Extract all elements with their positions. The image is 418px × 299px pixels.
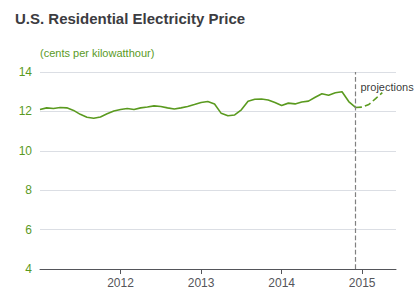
svg-text:2015: 2015 [349,276,376,290]
svg-text:(cents per kilowatthour): (cents per kilowatthour) [40,47,154,59]
svg-text:2013: 2013 [188,276,215,290]
svg-text:12: 12 [19,104,33,118]
svg-text:4: 4 [25,262,32,276]
svg-text:8: 8 [25,183,32,197]
svg-text:10: 10 [19,144,33,158]
svg-text:projections: projections [360,81,414,93]
svg-text:U.S. Residential Electricity P: U.S. Residential Electricity Price [15,10,245,27]
svg-text:6: 6 [25,223,32,237]
svg-text:2014: 2014 [268,276,295,290]
svg-text:2012: 2012 [107,276,134,290]
svg-text:14: 14 [19,65,33,79]
